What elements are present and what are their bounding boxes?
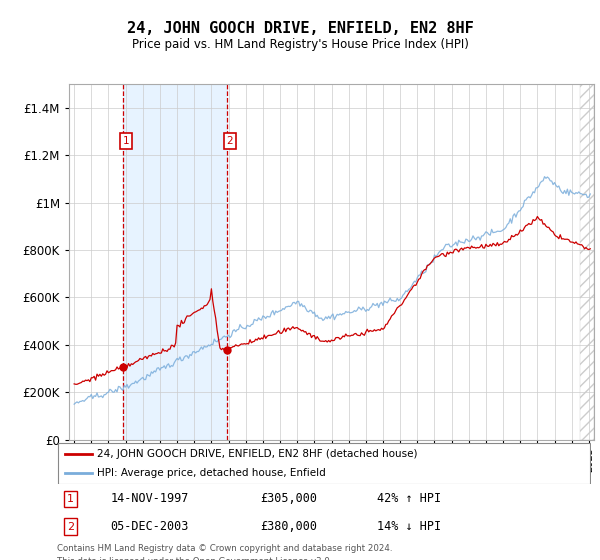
Text: 14% ↓ HPI: 14% ↓ HPI <box>377 520 442 533</box>
FancyBboxPatch shape <box>58 444 590 483</box>
Text: £380,000: £380,000 <box>260 520 317 533</box>
Text: £305,000: £305,000 <box>260 492 317 506</box>
Bar <box>124 84 227 440</box>
Text: 24, JOHN GOOCH DRIVE, ENFIELD, EN2 8HF (detached house): 24, JOHN GOOCH DRIVE, ENFIELD, EN2 8HF (… <box>97 449 418 459</box>
Text: 2: 2 <box>67 521 74 531</box>
Text: Contains HM Land Registry data © Crown copyright and database right 2024.
This d: Contains HM Land Registry data © Crown c… <box>57 544 392 560</box>
Text: Price paid vs. HM Land Registry's House Price Index (HPI): Price paid vs. HM Land Registry's House … <box>131 38 469 51</box>
Text: 1: 1 <box>67 494 74 504</box>
Text: 14-NOV-1997: 14-NOV-1997 <box>110 492 189 506</box>
Text: 24, JOHN GOOCH DRIVE, ENFIELD, EN2 8HF: 24, JOHN GOOCH DRIVE, ENFIELD, EN2 8HF <box>127 21 473 36</box>
Text: 1: 1 <box>123 136 130 146</box>
Text: 05-DEC-2003: 05-DEC-2003 <box>110 520 189 533</box>
Text: HPI: Average price, detached house, Enfield: HPI: Average price, detached house, Enfi… <box>97 468 326 478</box>
Text: 42% ↑ HPI: 42% ↑ HPI <box>377 492 442 506</box>
Text: 2: 2 <box>226 136 233 146</box>
